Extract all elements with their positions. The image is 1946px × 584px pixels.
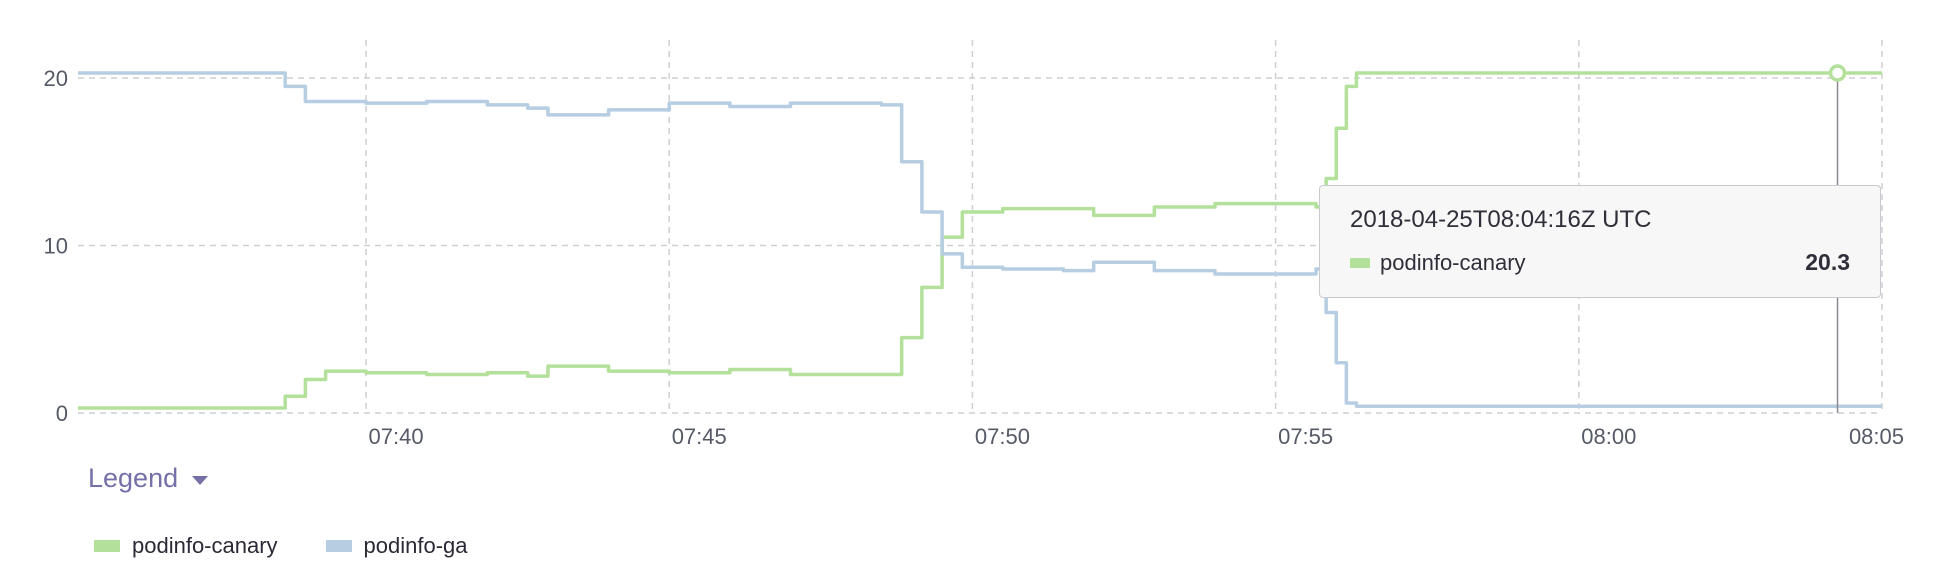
hover-tooltip: 2018-04-25T08:04:16Z UTC podinfo-canary … — [1319, 185, 1881, 298]
legend-label-ga: podinfo-ga — [363, 533, 468, 558]
y-tick-label: 10 — [44, 234, 68, 259]
legend-swatch-ga — [325, 540, 352, 552]
series-line-canary — [78, 71, 1882, 410]
legend: podinfo-canary podinfo-ga — [94, 533, 468, 559]
legend-toggle[interactable]: Legend — [88, 463, 209, 494]
legend-item-canary[interactable]: podinfo-canary — [94, 533, 278, 559]
tooltip-series-name: podinfo-canary — [1380, 249, 1526, 275]
x-tick-label: 08:00 — [1581, 424, 1636, 449]
hover-point-marker — [1828, 64, 1847, 82]
series-line-ga — [78, 71, 1882, 409]
legend-item-ga[interactable]: podinfo-ga — [325, 533, 468, 559]
legend-swatch-canary — [94, 540, 120, 552]
legend-toggle-label: Legend — [88, 463, 179, 493]
x-tick-label: 07:55 — [1278, 424, 1333, 449]
tooltip-value: 20.3 — [1805, 249, 1850, 275]
legend-label-canary: podinfo-canary — [132, 533, 278, 558]
y-tick-label: 20 — [44, 66, 68, 91]
x-tick-label: 07:50 — [975, 424, 1030, 449]
y-tick-label: 0 — [56, 401, 68, 426]
tooltip-row: podinfo-canary 20.3 — [1350, 249, 1850, 276]
x-tick-label: 07:45 — [672, 424, 727, 449]
x-tick-label: 07:40 — [369, 424, 424, 449]
tooltip-timestamp: 2018-04-25T08:04:16Z UTC — [1350, 206, 1652, 233]
caret-down-icon — [192, 475, 209, 485]
tooltip-swatch — [1350, 257, 1370, 268]
x-tick-label: 08:05 — [1849, 424, 1904, 449]
